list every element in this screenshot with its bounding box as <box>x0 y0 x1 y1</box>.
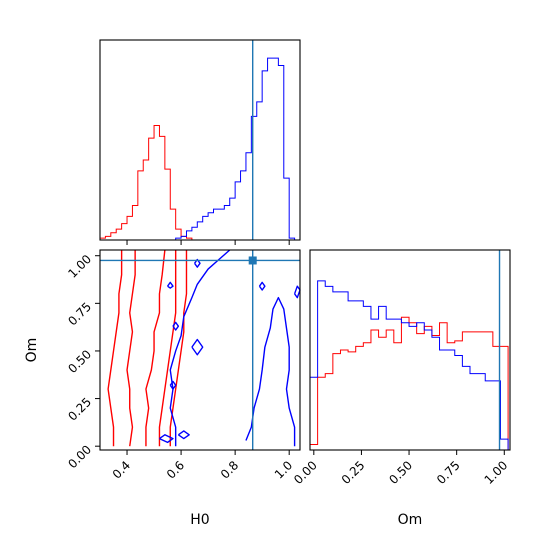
contour-b-10 <box>293 285 301 299</box>
om-x-ticks: 0.00 0.25 0.50 0.75 1.00 <box>291 450 510 487</box>
om-x-tick-label-2: 0.50 <box>386 458 415 487</box>
joint-truth-marker <box>248 256 257 265</box>
joint-contours-series-b <box>159 249 301 447</box>
h0-axis-label: H0 <box>190 512 209 528</box>
contour-a-0 <box>107 250 123 447</box>
joint-y-tick-label-3: 0.75 <box>65 300 94 329</box>
contour-a-2 <box>145 249 166 447</box>
om-axis-label-bottom: Om <box>398 512 423 528</box>
joint-x-tick-label-2: 0.8 <box>218 458 241 481</box>
contour-b-0 <box>169 249 231 447</box>
h0-histogram-series-b <box>100 57 300 241</box>
joint-contours-series-a <box>107 249 188 447</box>
joint-y-tick-label-2: 0.50 <box>65 347 94 376</box>
om-x-tick-label-1: 0.25 <box>339 458 368 487</box>
contour-a-3 <box>158 250 177 447</box>
h0-histogram-panel <box>99 39 301 245</box>
h0-histogram-series-a <box>99 124 300 241</box>
om-x-tick-label-3: 0.75 <box>434 458 463 487</box>
contour-b-9 <box>177 430 190 440</box>
h0-histogram-frame <box>99 39 301 241</box>
contour-b-1 <box>245 296 296 447</box>
om-histogram-frame <box>309 249 511 451</box>
contour-b-2 <box>191 338 204 356</box>
om-x-tick-label-4: 1.00 <box>482 458 511 487</box>
joint-y-tick-label-0: 0.00 <box>65 442 94 471</box>
joint-y-tick-label-1: 0.25 <box>65 395 94 424</box>
h0-hist-step-a <box>99 124 300 241</box>
om-x-tick-label-0: 0.00 <box>291 458 320 487</box>
contour-b-8 <box>159 434 174 444</box>
joint-panel-frame <box>99 249 301 451</box>
joint-x-ticks: 0.4 0.6 0.8 1.0 <box>110 450 295 482</box>
om-axis-label-left: Om <box>24 338 40 363</box>
joint-x-tick-label-1: 0.6 <box>164 458 187 481</box>
h0-hist-step-b <box>100 57 300 241</box>
om-hist-step-b <box>309 280 509 450</box>
joint-x-tick-label-0: 0.4 <box>110 458 133 481</box>
om-histogram-series-a <box>309 316 509 450</box>
contour-b-7 <box>169 380 177 390</box>
joint-contour-panel: 0.4 0.6 0.8 1.0 0.000.250.500.751.00 H0 Om <box>24 249 301 528</box>
om-histogram-panel: 0.00 0.25 0.50 0.75 1.00 Om <box>291 249 511 528</box>
contour-b-4 <box>166 281 174 289</box>
om-histogram-series-b <box>309 280 509 450</box>
contour-a-1 <box>126 250 136 447</box>
contour-b-3 <box>172 321 180 331</box>
joint-y-tick-label-4: 1.00 <box>65 252 94 281</box>
joint-y-ticks: 0.00 0.25 0.50 0.75 1.00 <box>65 252 100 471</box>
h0-histogram-ticks <box>126 240 290 245</box>
om-hist-step-a <box>309 316 509 450</box>
contour-b-6 <box>258 281 266 291</box>
